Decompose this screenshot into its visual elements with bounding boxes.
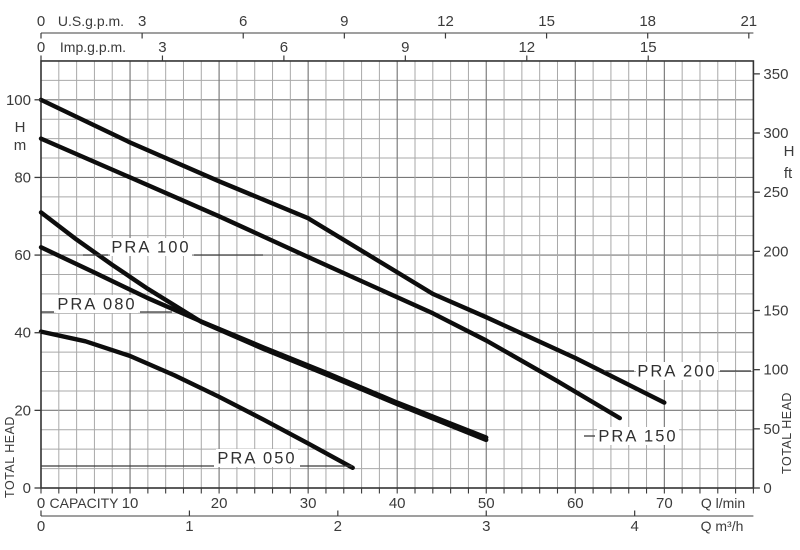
- top-scale-us-gpm: 0 3 6 9 12 15 18 21 U.S.g.p.m.: [37, 13, 757, 39]
- m3-h-tick-label: 0: [37, 518, 45, 535]
- l-min-tick-label: 10: [122, 495, 139, 512]
- bottom-scale-m3-h: 0 1 2 3 4 Q m³/h: [37, 510, 754, 535]
- curve-pra-200: [38, 97, 667, 405]
- curve-pra-100: [38, 210, 489, 443]
- us-gpm-tick-label: 21: [740, 13, 757, 30]
- left-total-head-label: TOTAL HEAD: [3, 416, 17, 498]
- m3-h-tick-label: 1: [185, 518, 193, 535]
- m3-h-tick-label: 2: [334, 518, 342, 535]
- feet-tick-label: 100: [763, 362, 788, 379]
- label-box: [636, 362, 718, 380]
- meters-tick-label: 60: [14, 247, 31, 264]
- imp-gpm-axis-title: Imp.g.p.m.: [60, 39, 126, 55]
- label-pra-100: PRA 100: [83, 239, 263, 257]
- right-axis-feet: 0 50 100 150 200 250 300 350 Hft TOTAL HEAD: [753, 66, 794, 497]
- meters-tick-label: 0: [23, 480, 31, 497]
- curves: [38, 97, 667, 470]
- imp-gpm-tick-label: 0: [37, 39, 45, 56]
- imp-gpm-tick-label: 6: [280, 39, 288, 56]
- l-min-tick-label: 40: [389, 495, 406, 512]
- feet-tick-label: 150: [763, 303, 788, 320]
- imp-gpm-tick-label: 9: [401, 39, 409, 56]
- l-min-tick-label: 70: [656, 495, 673, 512]
- series-label-text: PRA 050: [217, 450, 296, 468]
- l-min-tick-label: 0: [37, 495, 45, 512]
- series-label-text: PRA 200: [637, 363, 716, 381]
- right-total-head-label: TOTAL HEAD: [780, 392, 794, 474]
- imp-gpm-tick-label: 3: [158, 39, 166, 56]
- us-gpm-tick-label: 15: [538, 13, 555, 30]
- label-boxes: [56, 238, 718, 467]
- capacity-axis-title: CAPACITY: [50, 495, 120, 511]
- series-label-text: PRA 080: [57, 296, 136, 314]
- curve-pra-150: [38, 136, 622, 421]
- series-label-text: PRA 150: [598, 428, 677, 446]
- left-axis-meters: 0 20 40 60 80 100 Hm TOTAL HEAD: [3, 92, 41, 498]
- m3-h-unit-label: Q m³/h: [701, 518, 744, 534]
- us-gpm-tick-label: 3: [138, 13, 146, 30]
- feet-tick-label: 350: [763, 66, 788, 83]
- us-gpm-tick-label: 9: [340, 13, 348, 30]
- feet-tick-label: 300: [763, 125, 788, 142]
- l-min-unit-label: Q l/min: [701, 495, 745, 511]
- us-gpm-axis-title: U.S.g.p.m.: [58, 13, 124, 29]
- feet-tick-label: 50: [763, 421, 780, 438]
- left-axis-h-label: H: [15, 119, 26, 136]
- l-min-tick-label: 50: [478, 495, 495, 512]
- left-axis-m-label: m: [14, 137, 27, 154]
- meters-tick-label: 80: [14, 169, 31, 186]
- l-min-tick-label: 30: [300, 495, 317, 512]
- us-gpm-tick-label: 18: [639, 13, 656, 30]
- meters-tick-label: 40: [14, 325, 31, 342]
- us-gpm-tick-label: 0: [37, 13, 45, 30]
- l-min-tick-label: 60: [567, 495, 584, 512]
- imp-gpm-tick-label: 12: [518, 39, 535, 56]
- label-pra-050: PRA 050: [41, 450, 352, 468]
- label-pra-080: PRA 080: [41, 296, 172, 314]
- label-box: [56, 295, 138, 313]
- l-min-tick-label: 20: [211, 495, 228, 512]
- series-label-text: PRA 100: [111, 239, 190, 257]
- label-box: [597, 427, 679, 445]
- m3-h-tick-label: 4: [630, 518, 638, 535]
- right-axis-h-label: H: [784, 143, 795, 160]
- us-gpm-tick-label: 6: [239, 13, 247, 30]
- curve-labels: PRA 050 PRA 080 PRA 100 PRA 150 PRA 200: [41, 239, 751, 468]
- top-scale-imp-gpm: 0 3 6 9 12 15 Imp.g.p.m.: [37, 39, 657, 61]
- curve-pra-050: [38, 329, 355, 470]
- imp-gpm-tick-label: 15: [640, 39, 657, 56]
- us-gpm-tick-label: 12: [437, 13, 454, 30]
- feet-tick-label: 0: [763, 480, 771, 497]
- feet-tick-label: 250: [763, 184, 788, 201]
- meters-tick-label: 20: [14, 402, 31, 419]
- m3-h-tick-label: 3: [482, 518, 490, 535]
- meters-tick-label: 100: [6, 92, 31, 109]
- bottom-scale-l-min: 0 10 20 30 40 50 60 70 CAPACITY Q l/min: [37, 488, 754, 512]
- label-pra-200: PRA 200: [604, 363, 751, 381]
- feet-tick-label: 200: [763, 243, 788, 260]
- label-box: [110, 238, 192, 256]
- label-pra-150: PRA 150: [584, 428, 677, 446]
- label-box: [216, 449, 298, 467]
- right-axis-ft-label: ft: [784, 165, 793, 182]
